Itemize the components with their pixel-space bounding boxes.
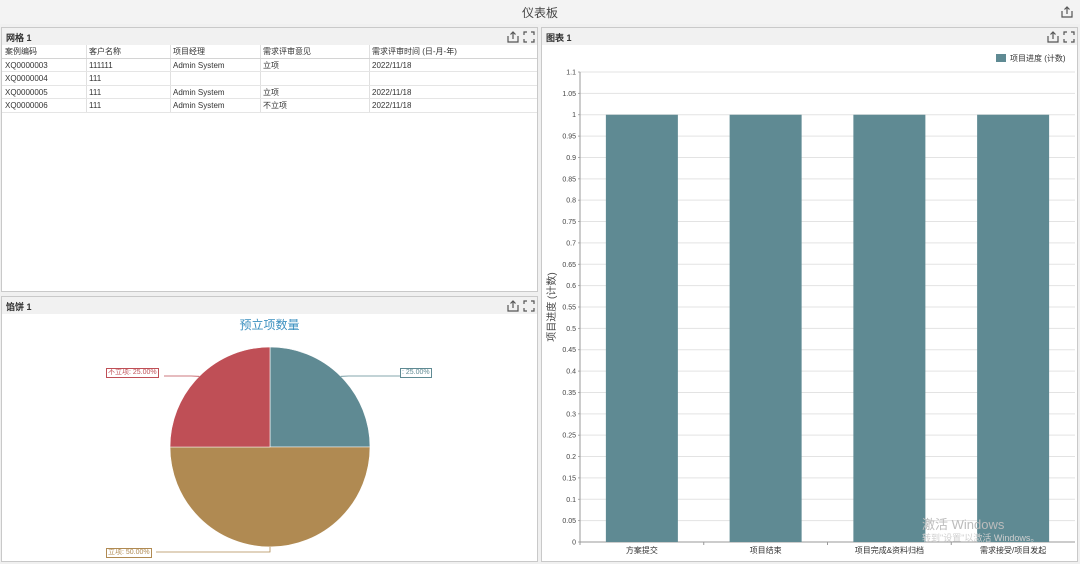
y-tick-label: 0.4: [566, 369, 576, 376]
y-tick-label: 0.5: [566, 326, 576, 333]
y-tick-label: 0.55: [562, 305, 576, 312]
bar[interactable]: [853, 114, 926, 543]
pie-panel-header: 馅饼 1: [2, 297, 537, 314]
legend-label: 项目进度 (计数): [1010, 53, 1066, 63]
table-cell: Admin System: [173, 60, 225, 70]
pie-slice-label: 立项: 50.00%: [106, 548, 152, 558]
data-grid: 案例编码 客户名称 项目经理 需求评审意见 需求评审时间 (日-月-年) XQ0…: [2, 45, 537, 113]
pie-slice[interactable]: [269, 346, 371, 448]
grid-panel-header: 网格 1: [2, 28, 537, 45]
table-cell: 不立项: [263, 101, 287, 110]
column-header[interactable]: 需求评审意见: [263, 47, 311, 56]
bar-panel-header: 图表 1: [542, 28, 1077, 45]
y-tick-label: 0: [572, 540, 576, 547]
maximize-icon[interactable]: [522, 30, 536, 44]
export-icon[interactable]: [506, 30, 520, 44]
y-tick-label: 0.7: [566, 240, 576, 247]
y-tick-label: 0.95: [562, 134, 576, 141]
pie-slice-label: 不立项: 25.00%: [106, 368, 159, 378]
pie-slice-label: : 25.00%: [400, 368, 432, 378]
y-tick-label: 0.45: [562, 347, 576, 354]
x-tick-label: 项目结束: [750, 545, 782, 555]
bar[interactable]: [605, 114, 678, 543]
y-tick-label: 0.75: [562, 219, 576, 226]
watermark-subtext: 转到"设置"以激活 Windows。: [922, 533, 1040, 543]
column-header[interactable]: 客户名称: [89, 47, 121, 56]
export-icon[interactable]: [506, 299, 520, 313]
y-tick-label: 0.9: [566, 155, 576, 162]
dashboard-header: 仪表板: [0, 0, 1080, 24]
table-row[interactable]: XQ0000005 111 Admin System 立项 2022/11/18: [2, 85, 537, 99]
table-cell: 2022/11/18: [372, 87, 412, 97]
grid-panel: 网格 1 案例编码 客户名称 项目经理 需求评审意见 需求评审时间 (日-月-年…: [1, 27, 538, 292]
y-tick-label: 0.25: [562, 433, 576, 440]
export-icon[interactable]: [1060, 5, 1074, 19]
pie-slice[interactable]: [169, 346, 271, 448]
x-tick-label: 需求接受/项目发起: [980, 545, 1046, 555]
y-tick-label: 0.35: [562, 390, 576, 397]
maximize-icon[interactable]: [1062, 30, 1076, 44]
y-tick-label: 0.85: [562, 176, 576, 183]
table-cell: 立项: [263, 87, 279, 97]
bar-panel-title: 图表 1: [546, 33, 572, 43]
pie-leader-line: [156, 547, 271, 553]
pie-chart: [156, 346, 400, 553]
pie-chart-title: 预立项数量: [239, 318, 300, 332]
y-tick-label: 0.05: [562, 518, 576, 525]
x-tick-label: 方案提交: [626, 545, 658, 555]
y-tick-label: 0.8: [566, 198, 576, 205]
legend-swatch: [996, 54, 1006, 62]
y-tick-label: 1: [572, 112, 576, 119]
table-cell: 111111: [89, 60, 113, 70]
bar[interactable]: [729, 114, 802, 543]
y-tick-label: 0.6: [566, 283, 576, 290]
bar[interactable]: [977, 114, 1050, 543]
grid-header-row: 案例编码 客户名称 项目经理 需求评审意见 需求评审时间 (日-月-年): [2, 45, 537, 59]
x-tick-label: 项目完成&资料归档: [855, 545, 924, 555]
bar-panel: 图表 1 0 0.05 0.1 0.15 0.2 0.25 0.3 0.35 0.4 0.45 0.…: [541, 27, 1078, 562]
table-row[interactable]: XQ0000004 111: [2, 72, 537, 86]
y-tick-label: 0.2: [566, 454, 576, 461]
table-cell: 2022/11/18: [372, 60, 412, 70]
table-cell: Admin System: [173, 101, 225, 110]
maximize-icon[interactable]: [522, 299, 536, 313]
y-tick-label: 0.3: [566, 411, 576, 418]
pie-panel-title: 馅饼 1: [6, 302, 32, 312]
y-tick-label: 0.65: [562, 262, 576, 269]
table-cell: Admin System: [173, 87, 225, 97]
table-cell: 2022/11/18: [372, 101, 412, 110]
table-cell: 111: [89, 87, 102, 97]
table-cell: 111: [89, 74, 102, 83]
y-tick-label: 0.1: [566, 497, 576, 504]
y-axis-label: 项目进度 (计数): [545, 272, 558, 341]
pie-slice[interactable]: [169, 446, 371, 548]
table-row[interactable]: XQ0000003 111111 Admin System 立项 2022/11…: [2, 58, 537, 72]
column-header[interactable]: 项目经理: [173, 47, 205, 56]
grid-panel-title: 网格 1: [6, 33, 32, 43]
pie-panel: 馅饼 1 预立项数量 : 25.00% 立项: 50.00% 不立项: 25.00%: [1, 296, 538, 562]
y-tick-label: 0.15: [562, 475, 576, 482]
column-header[interactable]: 需求评审时间 (日-月-年): [372, 47, 457, 56]
watermark-text: 激活 Windows: [922, 517, 1005, 532]
table-cell: XQ0000005: [5, 87, 48, 97]
table-cell: 111: [89, 101, 102, 110]
export-icon[interactable]: [1046, 30, 1060, 44]
bar-chart: 0 0.05 0.1 0.15 0.2 0.25 0.3 0.35 0.4 0.45 0.5 0.55…: [545, 53, 1075, 555]
y-tick-label: 1.05: [562, 91, 576, 98]
table-cell: XQ0000004: [5, 74, 48, 83]
table-cell: XQ0000006: [5, 101, 48, 110]
table-cell: 立项: [263, 60, 279, 70]
table-row[interactable]: XQ0000006 111 Admin System 不立项 2022/11/1…: [2, 99, 537, 113]
column-header[interactable]: 案例编码: [5, 47, 37, 56]
y-tick-label: 1.1: [566, 70, 576, 77]
page-title: 仪表板: [521, 6, 558, 20]
table-cell: XQ0000003: [5, 60, 48, 70]
